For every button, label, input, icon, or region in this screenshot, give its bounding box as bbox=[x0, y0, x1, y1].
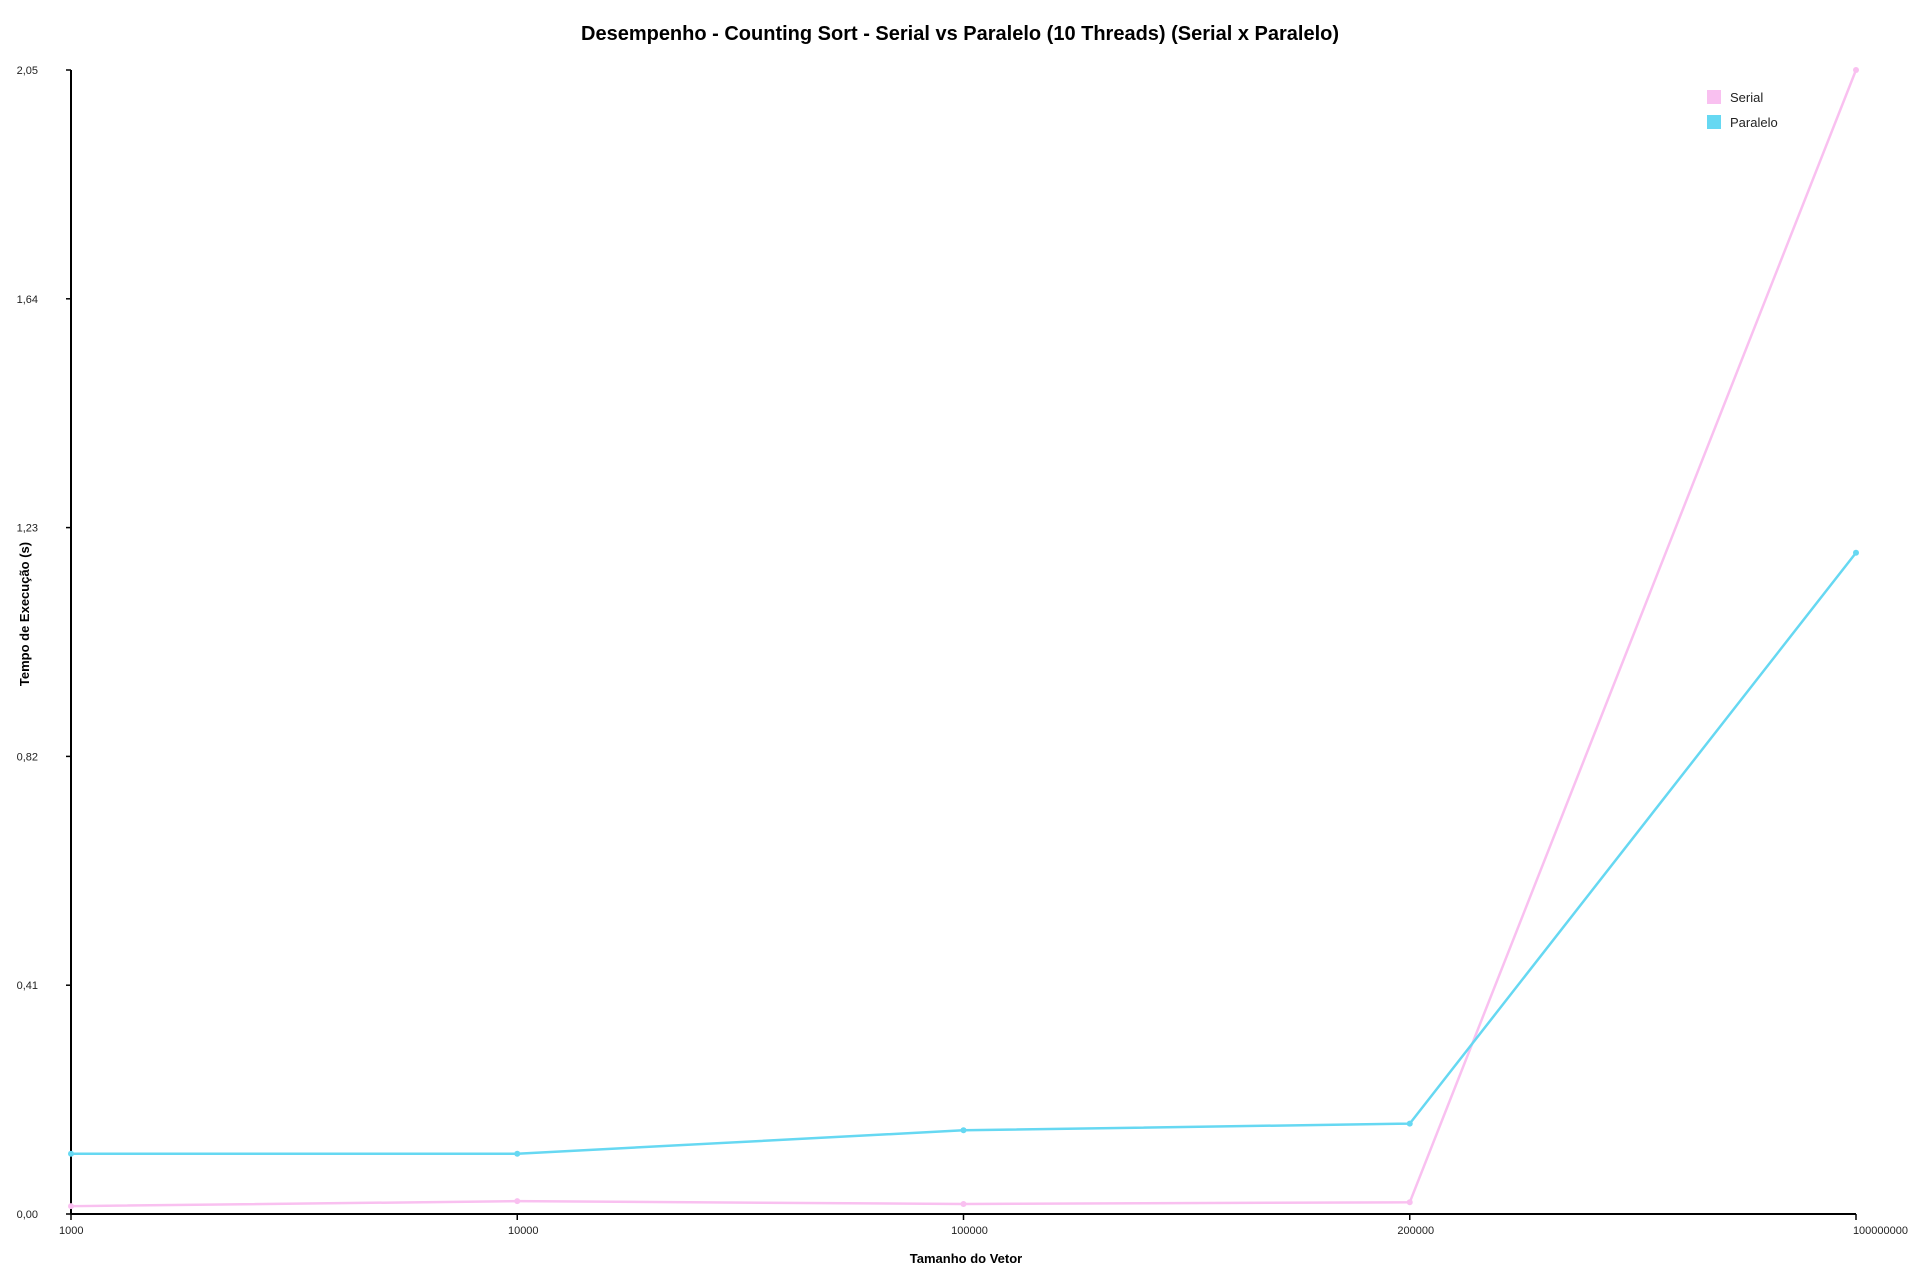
y-tick-label: 1,23 bbox=[17, 523, 38, 535]
data-point-paralelo bbox=[68, 1150, 74, 1157]
series-line-paralelo bbox=[71, 551, 1857, 1155]
y-tick-label: 0,41 bbox=[17, 980, 38, 992]
x-tick-label: 10000 bbox=[508, 1225, 539, 1237]
legend-label-serial: Serial bbox=[1730, 90, 1763, 105]
data-point-serial bbox=[960, 1200, 967, 1207]
x-tick-label: 100000 bbox=[951, 1225, 988, 1237]
chart-title: Desempenho - Counting Sort - Serial vs P… bbox=[581, 23, 1339, 45]
x-tick-label: 100000000 bbox=[1853, 1225, 1908, 1237]
x-ticks: 1000 10000 100000 200000 100000000 bbox=[59, 1214, 1908, 1237]
series-line-serial bbox=[70, 69, 1858, 1208]
y-tick-label: 0,82 bbox=[17, 751, 38, 763]
legend-label-paralelo: Paralelo bbox=[1730, 115, 1778, 130]
y-tick-label: 2,05 bbox=[17, 65, 38, 77]
x-axis-label: Tamanho do Vetor bbox=[910, 1251, 1022, 1266]
legend-swatch-paralelo bbox=[1707, 115, 1721, 129]
y-axis-label: Tempo de Execução (s) bbox=[17, 542, 32, 686]
x-tick-label: 200000 bbox=[1397, 1225, 1434, 1237]
series-layer bbox=[68, 67, 1859, 1210]
y-tick-label: 0,00 bbox=[17, 1209, 38, 1221]
data-point-paralelo bbox=[960, 1127, 967, 1134]
y-ticks: 0,00 0,41 0,82 1,23 1,64 2,05 bbox=[17, 65, 71, 1221]
axes bbox=[70, 70, 1856, 1215]
data-point-paralelo bbox=[514, 1150, 521, 1157]
data-point-serial bbox=[514, 1198, 521, 1205]
data-point-serial bbox=[68, 1203, 74, 1210]
data-point-serial bbox=[1406, 1199, 1413, 1206]
data-point-paralelo bbox=[1406, 1120, 1413, 1127]
data-point-serial bbox=[1853, 67, 1859, 73]
legend: Serial Paralelo bbox=[1707, 90, 1778, 130]
data-point-paralelo bbox=[1853, 549, 1859, 556]
x-tick-label: 1000 bbox=[59, 1225, 83, 1237]
y-tick-label: 1,64 bbox=[17, 294, 38, 306]
legend-swatch-serial bbox=[1707, 90, 1721, 104]
